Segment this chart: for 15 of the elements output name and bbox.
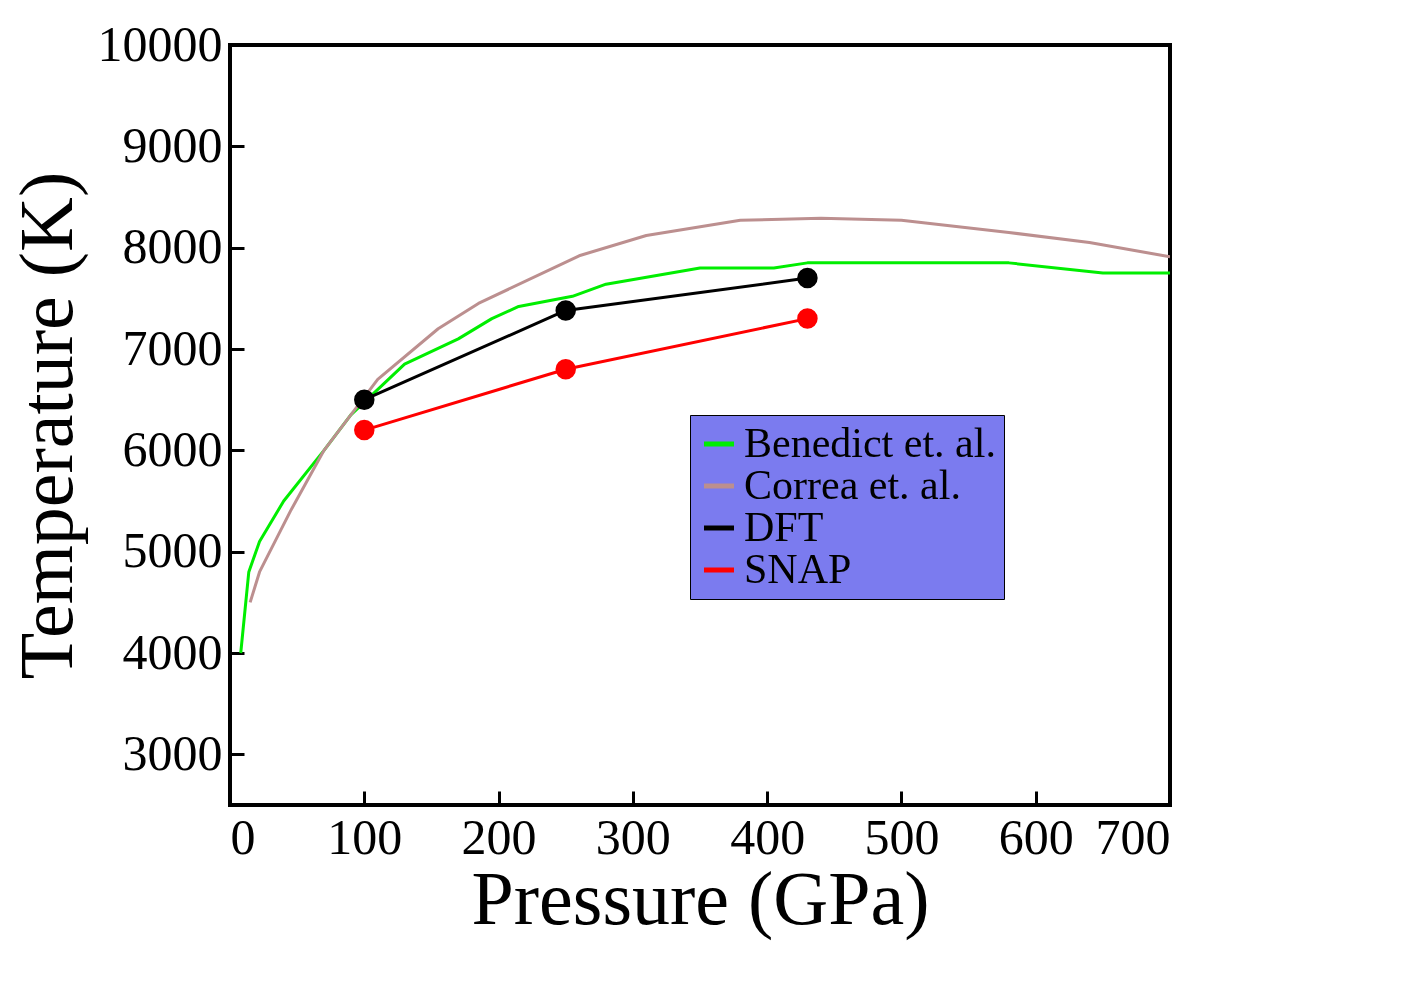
- y-tick-label: 9000: [122, 116, 223, 173]
- y-tick-label: 3000: [122, 724, 223, 781]
- y-tick-label: 6000: [122, 420, 223, 477]
- x-tick-label: 100: [327, 808, 403, 865]
- x-tick-label: 600: [998, 808, 1074, 865]
- y-tick-label: 7000: [122, 319, 223, 376]
- line-series: [239, 261, 1170, 655]
- x-tick-label: 0: [230, 808, 256, 865]
- y-tick-label: 10000: [97, 15, 223, 72]
- line-series: [248, 216, 1170, 604]
- y-tick-label: 4000: [122, 623, 223, 680]
- y-tick-label: 8000: [122, 218, 223, 275]
- y-tick-label: 5000: [122, 522, 223, 579]
- y-axis-title: Temperature (K): [3, 171, 89, 680]
- x-tick-label: 700: [1095, 808, 1171, 865]
